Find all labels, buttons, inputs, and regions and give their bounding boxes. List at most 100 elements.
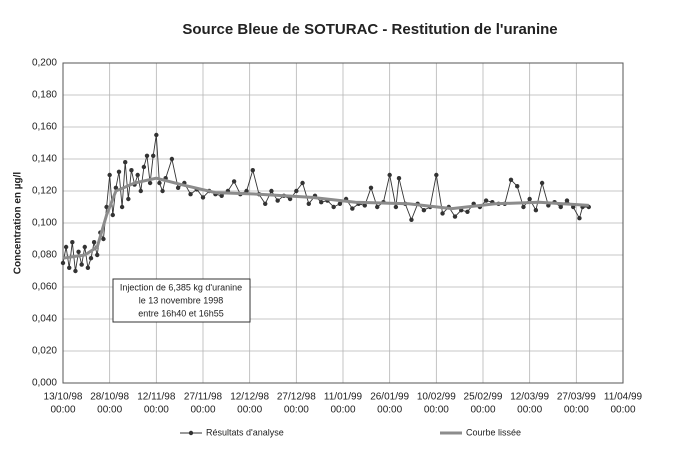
data-point (250, 168, 255, 173)
data-point (79, 262, 84, 267)
data-point (126, 196, 131, 202)
annotation-box (112, 278, 251, 323)
data-point (88, 256, 94, 261)
data-point (141, 164, 147, 170)
data-point (63, 244, 69, 250)
data-point (169, 156, 175, 162)
data-point (409, 217, 414, 222)
data-point (300, 180, 305, 186)
y-tick-label: 0,020 (32, 346, 57, 357)
y-tick-label: 0,040 (32, 314, 57, 325)
y-tick-label: 0,080 (32, 250, 57, 261)
data-point (188, 192, 193, 197)
x-tick-label: 00:00 (97, 405, 122, 416)
x-tick-label: 28/10/98 (90, 392, 129, 403)
x-tick-label: 25/02/99 (464, 392, 503, 403)
legend-label: Courbe lissée (466, 427, 521, 437)
annotation: Injection de 6,385 kg d'uranine le 13 nov… (112, 278, 251, 323)
data-point (135, 172, 140, 178)
x-tick-label: 11/01/99 (324, 392, 363, 403)
chart-title: Source Bleue de SOTURAC - Restitution de… (182, 21, 557, 38)
data-point (465, 209, 470, 214)
x-tick-label: 27/03/99 (557, 392, 596, 403)
data-point (151, 153, 156, 158)
data-point (110, 212, 115, 218)
data-point (116, 169, 122, 174)
data-point (350, 206, 355, 211)
data-point (577, 216, 582, 221)
data-point (521, 204, 526, 210)
data-point (368, 185, 374, 190)
x-tick-label: 00:00 (424, 405, 449, 416)
y-tick-label: 0,000 (32, 378, 57, 389)
data-point (244, 188, 249, 194)
legend-item: Résultats d'analyse (180, 427, 284, 437)
data-point (362, 203, 367, 208)
data-point (483, 198, 489, 203)
data-point (160, 188, 165, 194)
legend-marker (188, 430, 194, 436)
data-point (337, 201, 343, 206)
legend-item: Courbe lissée (440, 427, 521, 437)
x-tick-label: 00:00 (190, 405, 215, 416)
data-point (375, 204, 380, 210)
data-point (558, 204, 563, 210)
plot-frame (62, 62, 624, 384)
annotation-text: le 13 novembre 1998 (139, 295, 224, 305)
x-tick-label: 00:00 (517, 405, 542, 416)
data-point (387, 172, 392, 178)
x-tick-label: 12/03/99 (510, 392, 549, 403)
data-point (129, 168, 134, 173)
x-tick-label: 00:00 (50, 405, 75, 416)
data-point (219, 193, 224, 198)
data-point (95, 252, 100, 258)
data-point (539, 180, 545, 186)
data-point (85, 265, 91, 270)
data-point (263, 201, 268, 206)
data-point (91, 240, 97, 245)
data-point (331, 204, 336, 210)
data-point (508, 177, 514, 182)
y-tick-label: 0,140 (32, 154, 57, 165)
data-point (144, 153, 150, 158)
legend-label: Résultats d'analyse (206, 427, 284, 437)
x-tick-label: 12/12/98 (230, 392, 269, 403)
y-tick-label: 0,180 (32, 90, 57, 101)
x-tick-label: 00:00 (284, 405, 309, 416)
data-point (157, 180, 162, 186)
data-point (452, 214, 458, 219)
data-point (147, 180, 153, 186)
data-point (123, 160, 128, 165)
data-point (107, 172, 112, 178)
x-tick-label: 00:00 (470, 405, 495, 416)
data-point (396, 176, 402, 181)
data-point (67, 265, 72, 270)
data-point (393, 204, 399, 210)
data-point (434, 172, 439, 178)
annotation-text: Injection de 6,385 kg d'uranine (120, 282, 242, 292)
data-point (231, 179, 237, 184)
data-point (533, 208, 539, 213)
data-point (275, 198, 280, 203)
x-tick-label: 00:00 (377, 405, 402, 416)
data-point (60, 260, 66, 266)
y-tick-label: 0,160 (32, 122, 57, 133)
x-tick-label: 00:00 (237, 405, 262, 416)
data-point (73, 268, 78, 274)
x-tick-label: 12/11/98 (137, 392, 176, 403)
data-point (119, 204, 125, 210)
x-tick-label: 00:00 (144, 405, 169, 416)
x-tick-label: 11/04/99 (604, 392, 643, 403)
y-axis-label: Concentration en µg/l (13, 172, 24, 275)
smoothed-line (62, 176, 589, 260)
data-point (440, 211, 445, 216)
data-point (82, 244, 87, 250)
y-tick-label: 0,060 (32, 282, 57, 293)
data-point (515, 184, 520, 189)
y-tick-label: 0,120 (32, 186, 57, 197)
x-tick-label: 00:00 (564, 405, 589, 416)
data-point (70, 240, 75, 245)
x-tick-label: 10/02/99 (417, 392, 456, 403)
data-point (104, 204, 109, 210)
x-tick-label: 00:00 (330, 405, 355, 416)
